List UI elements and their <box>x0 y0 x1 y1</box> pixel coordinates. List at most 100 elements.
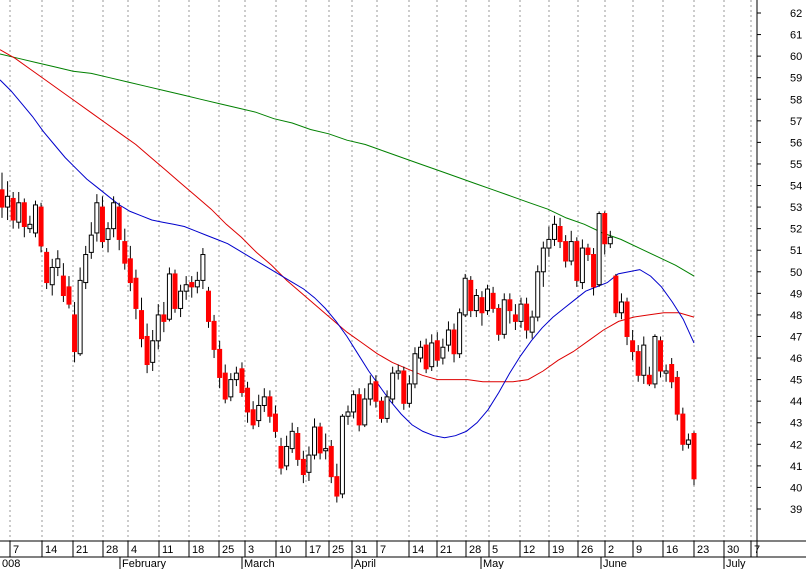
candle-body <box>401 370 407 404</box>
candle-body <box>635 351 641 376</box>
candle <box>445 321 451 352</box>
candle-body <box>596 213 602 286</box>
candle <box>94 194 100 242</box>
y-tick-label: 41 <box>790 461 802 473</box>
candle <box>367 375 373 406</box>
y-tick-label: 59 <box>790 73 802 85</box>
candle <box>183 276 189 300</box>
candle <box>563 235 569 268</box>
candle-body <box>205 290 211 322</box>
candle-body <box>300 458 306 475</box>
candle-body <box>267 396 273 417</box>
candle-body <box>457 312 463 355</box>
candle <box>272 405 278 438</box>
x-tick-label: 3 <box>248 544 254 556</box>
candle <box>429 334 435 371</box>
ma-mid-line <box>0 49 695 383</box>
y-tick-label: 56 <box>790 137 802 149</box>
candle <box>501 293 507 339</box>
candle <box>401 366 407 410</box>
candle-body <box>111 202 117 230</box>
candle <box>596 211 602 287</box>
y-tick-label: 42 <box>790 439 802 451</box>
x-tick-label: 25 <box>332 544 344 556</box>
candle-body <box>239 368 245 394</box>
candle-body <box>462 277 468 316</box>
candle-body <box>429 342 435 368</box>
candle-body <box>568 241 574 262</box>
candle-body <box>166 273 172 320</box>
ma-mid-path <box>0 49 695 383</box>
candle <box>200 248 206 290</box>
candle <box>205 286 211 328</box>
x-tick-label: 26 <box>581 544 593 556</box>
candle <box>680 407 686 451</box>
ma-long-path <box>0 53 695 277</box>
candle <box>133 269 139 320</box>
candle <box>585 243 591 261</box>
candles <box>0 172 697 503</box>
candle <box>451 323 457 363</box>
candle-body <box>278 445 284 469</box>
candle-body <box>211 320 217 350</box>
x-tick-label: 9 <box>636 544 642 556</box>
candle-body <box>434 340 440 361</box>
candle <box>652 334 658 389</box>
candle <box>356 388 362 432</box>
y-tick-label: 50 <box>790 267 802 279</box>
candle <box>557 217 563 249</box>
month-label: June <box>603 558 627 569</box>
candle-body <box>551 223 557 240</box>
candle-body <box>189 282 195 288</box>
candle <box>60 263 66 302</box>
x-tick-label: 4 <box>131 544 137 556</box>
candle <box>328 439 334 484</box>
candle <box>144 323 150 374</box>
x-axis: 7 14 21 28 4 11 18 25 3 10 17 25 31 7 14 21 28 5 12 19 26 2 9 1… <box>2 541 760 569</box>
candle <box>32 200 38 238</box>
candle-body <box>200 254 206 281</box>
candle-body <box>501 299 507 335</box>
candle-body <box>122 241 128 264</box>
candle <box>178 284 184 318</box>
candle-body <box>390 372 396 400</box>
y-tick-label: 51 <box>790 245 802 257</box>
y-tick-label: 58 <box>790 94 802 106</box>
candle-body <box>77 279 83 355</box>
candle-body <box>557 225 563 243</box>
candle <box>412 347 418 389</box>
candle-body <box>630 340 636 353</box>
month-label: April <box>354 558 376 569</box>
candle-body <box>395 370 401 374</box>
candle-body <box>652 335 658 385</box>
candle <box>312 418 318 460</box>
candle-body <box>250 409 256 426</box>
candle-body <box>133 277 139 309</box>
y-axis: 39 40 41 42 43 44 45 46 47 48 49 50 51 52 53 54 55 56 57 58… <box>757 8 802 516</box>
candle-body <box>524 303 530 331</box>
candle-body <box>685 439 691 445</box>
candle-body <box>518 303 524 322</box>
y-tick-label: 39 <box>790 504 802 516</box>
y-tick-label: 48 <box>790 310 802 322</box>
candle <box>384 390 390 423</box>
candle-body <box>362 398 368 426</box>
candle-body <box>0 189 5 208</box>
candle <box>72 301 78 363</box>
candle <box>278 437 284 475</box>
candle <box>518 297 524 328</box>
candle <box>691 431 697 486</box>
x-tick-label: 21 <box>76 544 88 556</box>
candle <box>535 265 541 322</box>
candle-body <box>356 394 362 426</box>
candle <box>49 258 55 296</box>
candle-body <box>272 413 278 432</box>
candle <box>507 293 513 324</box>
candle-body <box>624 301 630 337</box>
candle <box>496 304 502 341</box>
candle <box>256 394 262 428</box>
x-tick-label: 28 <box>469 544 481 556</box>
candle <box>295 427 301 466</box>
candle <box>150 330 156 371</box>
